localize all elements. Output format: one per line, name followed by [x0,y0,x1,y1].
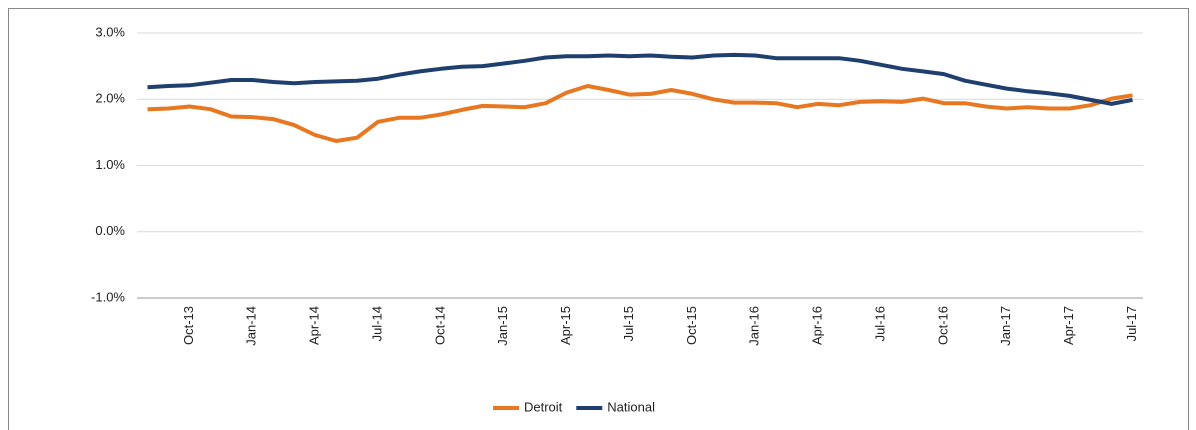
y-tick-label: 0.0% [95,223,125,238]
x-tick-label: Jul-14 [369,306,384,341]
x-tick-label: Jan-16 [747,306,762,346]
x-tick-label: Jul-16 [872,306,887,341]
x-tick-label: Oct-14 [432,306,447,345]
x-tick-label: Jan-15 [495,306,510,346]
data-line [147,52,1133,106]
x-tick-label: Apr-14 [307,306,322,345]
x-tick-label: Apr-17 [1061,306,1076,345]
x-tick-label: Jan-14 [244,306,259,346]
x-tick-label: Oct-16 [935,306,950,345]
data-line [147,84,1133,143]
x-tick-label: Apr-15 [558,306,573,345]
x-tick-label: Oct-15 [684,306,699,345]
y-tick-label: 3.0% [95,24,125,39]
y-tick-label: 1.0% [95,157,125,172]
x-tick-label: Oct-13 [181,306,196,345]
y-tick-label: 2.0% [95,91,125,106]
y-tick-label: -1.0% [91,289,125,304]
x-tick-label: Jul-15 [621,306,636,341]
legend-label: Detroit [524,399,563,414]
x-tick-label: Jul-17 [1124,306,1139,341]
x-tick-label: Apr-16 [810,306,825,345]
chart-frame [8,8,1189,430]
x-tick-label: Jan-17 [998,306,1013,346]
legend-label: National [607,399,655,414]
